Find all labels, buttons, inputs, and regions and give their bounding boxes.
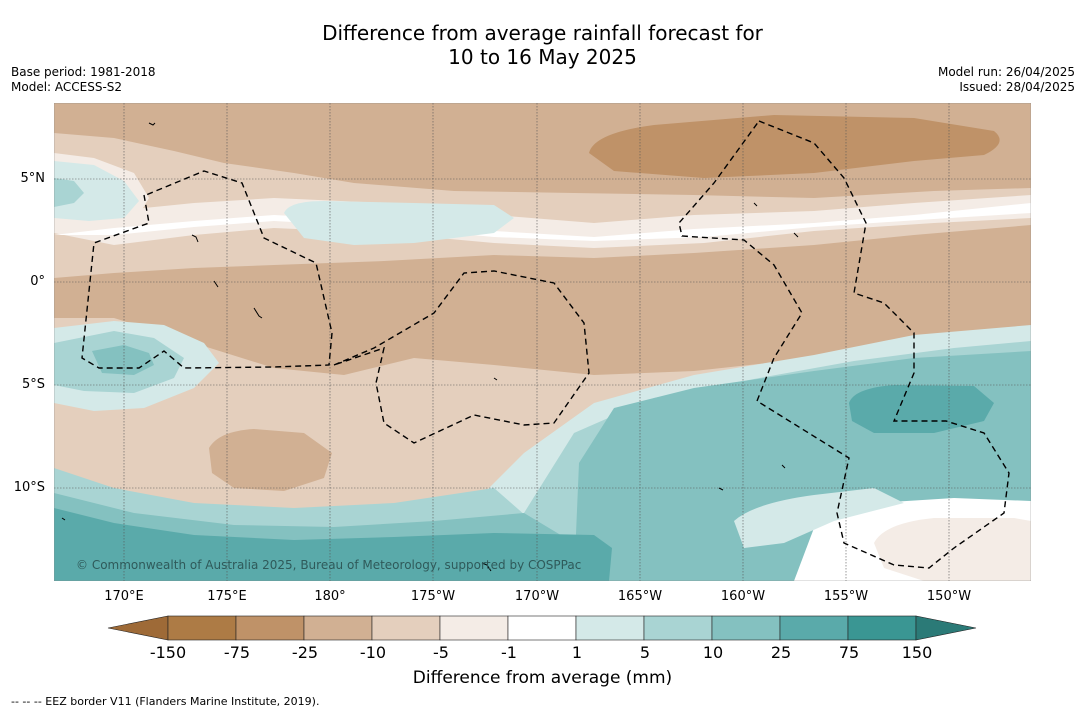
cb-tick: -150 [149,643,187,662]
west-north-wet-core [54,161,139,221]
cb-tick: 150 [901,643,933,662]
x-tick-150w: 150°W [926,589,972,604]
colorbar-cell [371,615,441,641]
y-tick-10s: 10°S [13,480,45,495]
colorbar-cell [847,615,917,641]
north-neutral-band [54,203,1031,241]
southeast-wet-patch [734,488,904,548]
cb-tick: -1 [501,643,517,662]
colorbar-cell [303,615,373,641]
model-run-text: Model run: 26/04/2025 [937,65,1075,79]
eez-borders [81,120,1010,569]
x-tick-175e: 175°E [207,589,247,604]
x-tick-170e: 170°E [104,589,144,604]
credit-text: © Commonwealth of Australia 2025, Bureau… [76,558,582,572]
cb-tick: -5 [433,643,449,662]
colorbar-cell [711,615,781,641]
rainfall-anomaly-map [54,103,1031,581]
cb-tick: 10 [702,643,724,662]
cb-tick: 1 [571,643,583,662]
central-north-wet-patch [284,201,514,245]
cb-tick: 75 [838,643,860,662]
title-line-1: Difference from average rainfall forecas… [322,21,763,45]
colorbar [107,615,977,641]
x-tick-160w: 160°W [720,589,766,604]
base-period-text: Base period: 1981-2018 [11,65,156,79]
y-tick-5s: 5°S [21,377,45,392]
cb-tick: 5 [639,643,651,662]
map-title: Difference from average rainfall forecas… [0,21,1085,69]
x-tick-165w: 165°W [617,589,663,604]
colorbar-high-arrow [915,615,977,641]
colorbar-cell [439,615,509,641]
graticule [54,103,1031,581]
cb-tick: -75 [223,643,251,662]
y-tick-0: 0° [30,274,45,289]
x-tick-170w: 170°W [514,589,560,604]
cb-tick: -10 [359,643,387,662]
southwest-wet-core [54,508,612,581]
x-tick-155w: 155°W [823,589,869,604]
metadata-right: Model run: 26/04/2025 Issued: 28/04/2025 [938,65,1075,95]
islands [61,122,799,572]
colorbar-cell [643,615,713,641]
colorbar-cell [575,615,645,641]
cb-tick: 25 [770,643,792,662]
y-tick-5n: 5°N [20,171,46,186]
x-tick-175w: 175°W [410,589,456,604]
east-wet-core [849,385,994,433]
colorbar-cell [779,615,849,641]
issued-text: Issued: 28/04/2025 [959,80,1075,94]
x-tick-180: 180° [314,589,346,604]
colorbar-cell [507,615,577,641]
title-line-2: 10 to 16 May 2025 [448,45,637,69]
cb-tick: -25 [291,643,319,662]
colorbar-cell [167,615,237,641]
west-north-wet-center [54,178,84,207]
south-dry-patch [209,429,332,491]
model-text: Model: ACCESS-S2 [11,80,123,94]
eez-footnote: -- -- -- EEZ border V11 (Flanders Marine… [11,695,320,708]
colorbar-label: Difference from average (mm) [412,668,673,688]
metadata-left: Base period: 1981-2018 Model: ACCESS-S2 [11,65,156,95]
colorbar-low-arrow [107,615,169,641]
north-strong-dry-patch [589,115,1000,178]
colorbar-cell [235,615,305,641]
